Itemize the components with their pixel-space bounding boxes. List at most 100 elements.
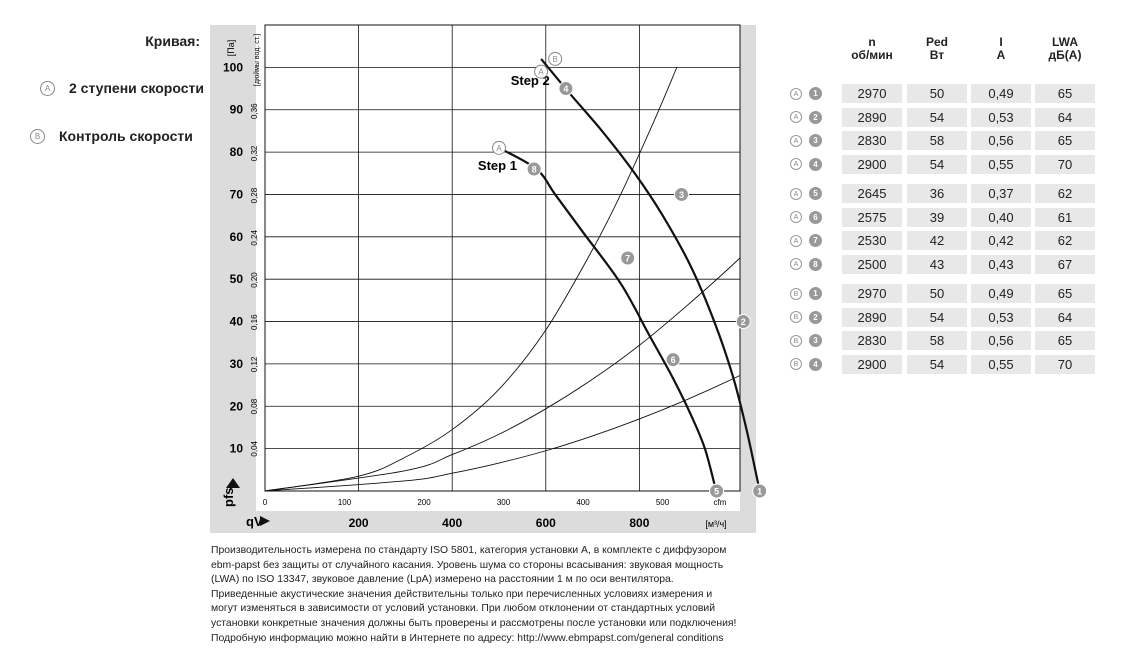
y-axis-arrow-icon	[226, 478, 240, 488]
table-cell: 2830	[842, 131, 902, 150]
table-cell: 2970	[842, 284, 902, 303]
point-number-icon: 3	[809, 334, 822, 347]
curve-marker-icon: A	[790, 158, 802, 170]
table-row: B 2 2890 54 0,53 64	[790, 307, 1095, 327]
table-row: A 4 2900 54 0,55 70	[790, 154, 1095, 174]
table-cell: 0,43	[971, 254, 1031, 274]
y-tick-label-inwg: 0,36	[250, 103, 259, 119]
legend-item-a: A 2 ступени скорости	[40, 80, 204, 96]
table-row: B 4 2900 54 0,55 70	[790, 354, 1095, 374]
y-tick-label-pa: 30	[230, 357, 244, 371]
table-row: A 3 2830 58 0,56 65	[790, 131, 1095, 150]
curve-marker-icon: A	[790, 87, 802, 100]
table-cell: 2530	[842, 231, 902, 250]
curve-start-marker	[534, 64, 549, 79]
table-row: A 8 2500 43 0,43 67	[790, 254, 1095, 274]
footnote: Производительность измерена по стандарту…	[211, 545, 737, 644]
curve-marker-icon: B	[790, 358, 802, 370]
table-cell: 67	[1035, 254, 1095, 274]
table-cell: 43	[907, 254, 967, 274]
table-cell: 42	[907, 231, 967, 250]
table-cell: 0,55	[971, 354, 1031, 374]
point-number-icon: 1	[809, 87, 822, 100]
system-curve-2	[265, 257, 740, 491]
table-cell: 65	[1035, 131, 1095, 150]
table-cell: 50	[907, 284, 967, 303]
curve-b-icon: B	[30, 128, 45, 144]
point-number-icon: 4	[809, 157, 822, 171]
table-cell: 2645	[842, 184, 902, 203]
curve-start-marker-label: A	[538, 68, 544, 77]
y-tick-label-inwg: 0,04	[250, 440, 259, 456]
table-header-4: LWA дБ(A)	[1035, 36, 1095, 62]
table-cell: 64	[1035, 107, 1095, 127]
y-tick-label-inwg: 0,28	[250, 187, 259, 203]
table-header-sub: дБ(A)	[1048, 48, 1082, 62]
table-cell: 0,56	[971, 131, 1031, 150]
y-tick-label-pa: 70	[230, 187, 244, 201]
operating-point-label: 5	[714, 487, 719, 497]
curve-marker-icon: A	[790, 234, 802, 247]
operating-point	[665, 352, 681, 368]
table-cell: 0,37	[971, 184, 1031, 203]
x-axis-arrow-icon	[260, 516, 270, 526]
x-tick-label-m3h: 400	[442, 516, 462, 530]
y-tick-label-pa: 50	[230, 272, 244, 286]
table-cell: 2900	[842, 354, 902, 374]
table-cell: 2900	[842, 154, 902, 174]
table-cell: 54	[907, 354, 967, 374]
table-header-2: Ped Вт	[907, 36, 967, 62]
y-axis-band	[210, 25, 256, 511]
plot-area	[264, 24, 741, 492]
operating-point	[752, 483, 768, 499]
y-tick-label-pa: 10	[230, 442, 244, 456]
table-row: A 1 2970 50 0,49 65	[790, 84, 1095, 103]
point-number-icon: 5	[809, 187, 822, 200]
table-cell: 54	[907, 307, 967, 327]
x-tick-label-cfm: 100	[338, 498, 352, 507]
x-tick-label-cfm: 200	[417, 498, 431, 507]
table-cell: 2970	[842, 84, 902, 103]
operating-point-label: 3	[679, 190, 684, 200]
operating-point-label: 1	[757, 487, 762, 497]
system-curve-3	[265, 374, 740, 491]
curve-marker-icon: A	[790, 187, 802, 200]
point-number-icon: 2	[809, 110, 822, 124]
y-tick-label-inwg: 0,08	[250, 398, 259, 414]
system-curve-1	[265, 67, 678, 491]
curve-start-marker-label: A	[496, 144, 502, 153]
table-cell: 2890	[842, 107, 902, 127]
table-cell: 2830	[842, 331, 902, 350]
x-tick-label-m3h: 200	[349, 516, 369, 530]
y-tick-label-pa: 40	[230, 315, 244, 329]
table-cell: 61	[1035, 207, 1095, 227]
curve-marker-icon: B	[790, 287, 802, 300]
y-unit-inwg: [дюймы вод. ст.]	[253, 34, 261, 86]
x-tick-label-cfm: 0	[263, 498, 268, 507]
table-header-sub: об/мин	[851, 48, 893, 62]
right-band	[740, 25, 756, 511]
y-tick-label-pa: 80	[230, 145, 244, 159]
table-header-sub: A	[996, 48, 1006, 62]
table-header-main: Ped	[925, 35, 948, 49]
operating-point-label: 8	[532, 165, 537, 175]
curve-marker-icon: A	[790, 134, 802, 147]
table-cell: 2575	[842, 207, 902, 227]
table-cell: 0,53	[971, 107, 1031, 127]
operating-point-label: 4	[563, 84, 568, 94]
point-number-icon: 7	[809, 234, 822, 247]
curve-start-marker	[548, 51, 563, 66]
table-cell: 58	[907, 131, 967, 150]
y-tick-label-inwg: 0,32	[250, 145, 259, 161]
operating-point-label: 2	[741, 317, 746, 327]
curve-marker-icon: B	[790, 334, 802, 347]
legend-item-a-label: 2 ступени скорости	[69, 80, 204, 96]
table-cell: 39	[907, 207, 967, 227]
x-tick-label-cfm: 500	[656, 498, 670, 507]
operating-point	[526, 161, 542, 177]
point-number-icon: 3	[809, 134, 822, 147]
table-cell: 62	[1035, 231, 1095, 250]
legend-title: Кривая:	[145, 33, 200, 49]
table-cell: 54	[907, 154, 967, 174]
